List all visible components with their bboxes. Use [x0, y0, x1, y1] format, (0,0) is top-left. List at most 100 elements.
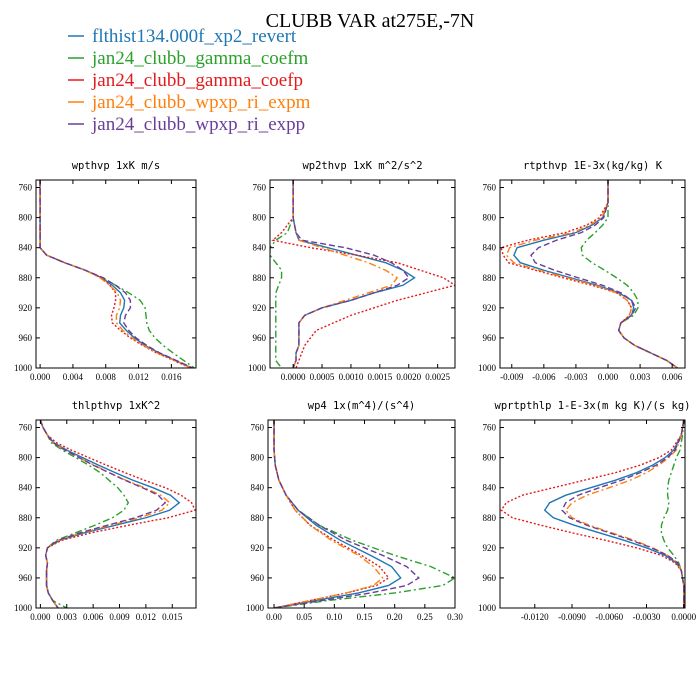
series-line [273, 420, 402, 608]
y-tick-label: 1000 [246, 603, 265, 613]
x-tick-label: 0.25 [417, 612, 433, 622]
x-tick-label: -0.0120 [521, 612, 549, 622]
series-line [270, 180, 294, 368]
x-tick-label: -0.003 [564, 372, 588, 382]
series-line [505, 180, 678, 368]
plot-frame [499, 179, 686, 369]
x-tick-label: 0.006 [662, 372, 683, 382]
x-tick-label: 0.05 [296, 612, 312, 622]
y-tick-label: 1000 [248, 363, 267, 373]
series-line [39, 420, 130, 608]
legend-label: jan24_clubb_wpxp_ri_expp [91, 114, 305, 135]
panel-title: thlpthvp 1xK^2 [72, 400, 161, 412]
plot-frame [269, 179, 456, 369]
plot-frame [499, 419, 686, 609]
y-tick-label: 960 [19, 333, 33, 343]
series-line [660, 420, 685, 608]
panel-1: wpthvp 1xK m/s76080084088092096010000.00… [14, 160, 197, 382]
y-tick-label: 960 [19, 573, 33, 583]
x-tick-label: 0.006 [83, 612, 104, 622]
series-group [500, 420, 685, 608]
y-tick-label: 880 [483, 513, 497, 523]
x-tick-label: 0.004 [63, 372, 84, 382]
y-tick-label: 840 [483, 243, 497, 253]
y-tick-label: 920 [251, 543, 265, 553]
x-tick-label: 0.000 [598, 372, 619, 382]
panel-title: wp4 1x(m^4)/(s^4) [308, 400, 415, 412]
x-tick-label: 0.30 [447, 612, 463, 622]
y-tick-label: 920 [19, 543, 33, 553]
y-tick-label: 960 [483, 573, 497, 583]
y-tick-label: 840 [19, 483, 33, 493]
y-tick-label: 880 [483, 273, 497, 283]
y-tick-label: 1000 [478, 603, 497, 613]
x-tick-label: 0.012 [136, 612, 156, 622]
series-line [561, 420, 685, 608]
panel-2: wp2thvp 1xK m^2/s^2 760 800 840 880 920 960 100… [248, 160, 456, 382]
series-line [39, 180, 191, 368]
series-line [500, 180, 678, 368]
y-tick-label: 960 [483, 333, 497, 343]
panel-5: wp4 1x(m^4)/(s^4)76080084088092096010000… [246, 400, 463, 622]
figure-title: CLUBB VAR at275E,-7N [266, 10, 475, 32]
y-tick-label: 760 [19, 423, 33, 433]
x-tick-label: 0.0015 [367, 372, 392, 382]
x-tick-label: 0.0000 [281, 372, 306, 382]
series-group [270, 180, 455, 368]
panels: wpthvp 1xK m/s76080084088092096010000.00… [14, 160, 697, 622]
y-tick-label: 760 [483, 423, 497, 433]
panel-title: wpthvp 1xK m/s [72, 160, 161, 172]
y-tick-label: 840 [251, 483, 265, 493]
y-tick-label: 800 [251, 453, 265, 463]
y-tick-label: 960 [253, 333, 267, 343]
series-line [273, 420, 455, 608]
panel-6: wprtpthlp 1-E-3x(m kg K)/(s kg) 760 800 840… [478, 400, 697, 622]
x-tick-label: -0.009 [500, 372, 524, 382]
panel-title: rtpthvp 1E-3x(kg/kg) K [523, 160, 663, 172]
x-tick-label: 0.15 [357, 612, 373, 622]
y-tick-label: 840 [483, 483, 497, 493]
y-tick-label: 1000 [14, 363, 33, 373]
x-tick-label: 0.000 [30, 612, 51, 622]
y-tick-label: 920 [253, 303, 267, 313]
series-line [292, 180, 416, 368]
x-tick-label: 0.0000 [671, 612, 696, 622]
y-tick-label: 840 [19, 243, 33, 253]
x-tick-label: 0.10 [326, 612, 342, 622]
series-line [500, 420, 685, 608]
legend-label: jan24_clubb_wpxp_ri_expm [91, 92, 311, 113]
series-line [39, 180, 195, 368]
plot-frame [267, 419, 456, 609]
plot-frame [35, 419, 197, 609]
y-tick-label: 800 [253, 213, 267, 223]
series-line [273, 420, 384, 608]
legend-label: flthist134.000f_xp2_revert [92, 26, 297, 47]
series-line [273, 420, 420, 608]
series-group [500, 180, 678, 368]
x-tick-label: 0.0025 [425, 372, 450, 382]
y-tick-label: 760 [253, 183, 267, 193]
series-group [273, 420, 455, 608]
y-tick-label: 1000 [14, 603, 33, 613]
panel-title: wprtpthlp 1-E-3x(m kg K)/(s kg) [495, 400, 691, 412]
x-tick-label: -0.0060 [595, 612, 623, 622]
x-tick-label: 0.000 [30, 372, 51, 382]
series-line [39, 180, 192, 368]
series-line [39, 420, 167, 608]
panel-4: thlpthvp 1xK^276080084088092096010000.00… [14, 400, 197, 622]
x-tick-label: -0.0090 [558, 612, 586, 622]
y-tick-label: 800 [19, 213, 33, 223]
x-tick-label: 0.015 [162, 612, 183, 622]
x-tick-label: 0.003 [57, 612, 78, 622]
legend-label: jan24_clubb_gamma_coefm [91, 48, 309, 69]
series-line [39, 180, 194, 368]
panel-title: wp2thvp 1xK m^2/s^2 [302, 160, 422, 172]
series-line [39, 420, 196, 608]
series-line [580, 180, 678, 368]
series-line [530, 180, 678, 368]
y-tick-label: 880 [251, 513, 265, 523]
y-tick-label: 920 [19, 303, 33, 313]
x-tick-label: 0.009 [109, 612, 130, 622]
y-tick-label: 920 [483, 543, 497, 553]
y-tick-label: 880 [19, 273, 33, 283]
